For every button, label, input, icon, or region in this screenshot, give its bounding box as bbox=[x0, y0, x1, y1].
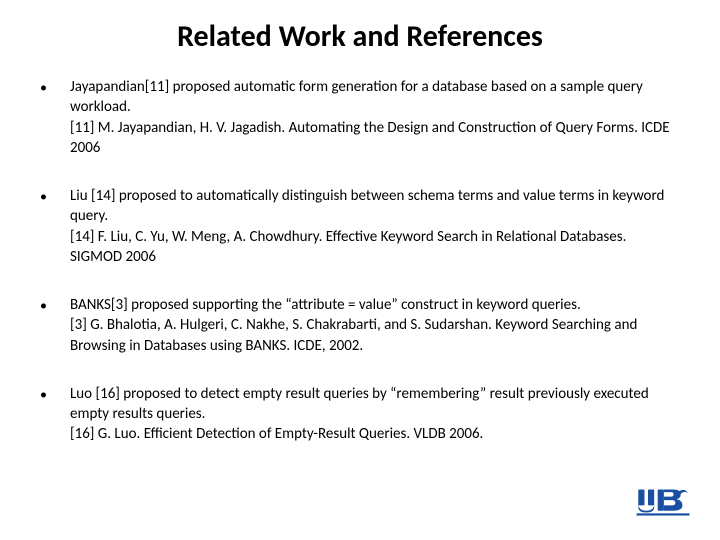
item-citation: [16] G. Luo. Efficient Detection of Empt… bbox=[70, 424, 680, 444]
item-content: Jayapandian[11] proposed automatic form … bbox=[70, 77, 680, 158]
bullet-icon: • bbox=[40, 77, 70, 158]
page-title: Related Work and References bbox=[40, 18, 680, 55]
item-citation: [3] G. Bhalotia, A. Hulgeri, C. Nakhe, S… bbox=[70, 315, 680, 356]
item-summary: Luo [16] proposed to detect empty result… bbox=[70, 384, 680, 425]
item-content: Liu [14] proposed to automatically disti… bbox=[70, 186, 680, 267]
list-item: • Luo [16] proposed to detect empty resu… bbox=[40, 384, 680, 445]
list-item: • Liu [14] proposed to automatically dis… bbox=[40, 186, 680, 267]
bullet-icon: • bbox=[40, 186, 70, 267]
item-content: BANKS[3] proposed supporting the “attrib… bbox=[70, 295, 680, 356]
item-citation: [14] F. Liu, C. Yu, W. Meng, A. Chowdhur… bbox=[70, 227, 680, 268]
list-item: • BANKS[3] proposed supporting the “attr… bbox=[40, 295, 680, 356]
ub-logo-icon bbox=[636, 486, 690, 516]
bullet-icon: • bbox=[40, 295, 70, 356]
item-content: Luo [16] proposed to detect empty result… bbox=[70, 384, 680, 445]
item-summary: BANKS[3] proposed supporting the “attrib… bbox=[70, 295, 680, 315]
item-summary: Liu [14] proposed to automatically disti… bbox=[70, 186, 680, 227]
list-item: • Jayapandian[11] proposed automatic for… bbox=[40, 77, 680, 158]
item-citation: [11] M. Jayapandian, H. V. Jagadish. Aut… bbox=[70, 118, 680, 159]
bullet-icon: • bbox=[40, 384, 70, 445]
item-summary: Jayapandian[11] proposed automatic form … bbox=[70, 77, 680, 118]
